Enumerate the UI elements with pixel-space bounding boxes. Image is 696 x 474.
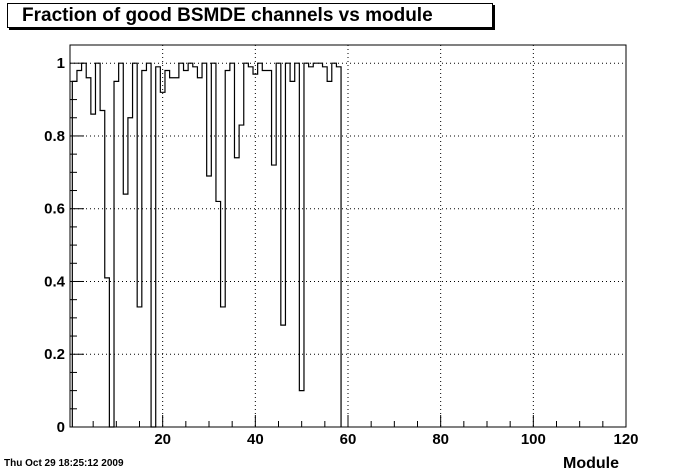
x-tick-label: 80	[432, 431, 449, 448]
histogram-bin	[332, 63, 337, 427]
histogram-bin	[86, 78, 91, 427]
x-tick-label: 100	[521, 431, 546, 448]
histogram-bin	[253, 74, 258, 427]
histogram-bin	[239, 125, 244, 427]
histogram-bin	[221, 307, 226, 427]
y-tick-label: 0.4	[44, 273, 66, 290]
histogram-bin	[160, 92, 165, 427]
histogram-bin	[267, 70, 272, 427]
histogram-bin	[285, 63, 290, 427]
tick-labels: 20 40 60 80 100 120 0 0.2 0.4 0.6 0.8 1	[44, 55, 638, 448]
histogram-bin	[290, 81, 295, 427]
x-tick-label: 40	[247, 431, 264, 448]
histogram-bin	[225, 70, 230, 427]
histogram-bin	[128, 118, 133, 427]
histogram-bin	[258, 63, 263, 427]
histogram-bin	[276, 63, 281, 427]
histogram-bin	[304, 63, 309, 427]
histogram-bin	[170, 78, 175, 427]
chart-title-box: Fraction of good BSMDE channels vs modul…	[7, 3, 493, 28]
histogram-bin	[313, 63, 318, 427]
series-line	[71, 62, 342, 428]
histogram-bin	[193, 67, 198, 427]
x-axis-label: Module	[563, 455, 619, 472]
y-tick-label: 0	[57, 419, 65, 436]
histogram-bin	[91, 114, 96, 427]
chart-title: Fraction of good BSMDE channels vs modul…	[22, 5, 433, 26]
histogram-bin	[318, 63, 323, 427]
histogram-bin	[146, 63, 151, 427]
histogram-bin	[262, 70, 267, 427]
histogram-bin	[100, 110, 105, 427]
histogram-bin	[230, 63, 235, 427]
y-tick-label: 0.8	[44, 128, 65, 145]
series-histogram	[71, 62, 342, 428]
x-tick-label: 120	[613, 431, 638, 448]
histogram-bin	[137, 307, 142, 427]
histogram-bin	[119, 63, 124, 427]
histogram-bin	[202, 63, 207, 427]
x-tick-label: 60	[340, 431, 357, 448]
histogram-bin	[272, 165, 277, 427]
histogram-bin	[184, 70, 189, 427]
y-tick-label: 0.6	[44, 201, 65, 218]
histogram-bin	[197, 78, 202, 427]
histogram-bin	[165, 70, 170, 427]
histogram-bin	[133, 63, 138, 427]
histogram-bin	[188, 63, 193, 427]
histogram-bin	[281, 325, 286, 427]
histogram-bin	[211, 63, 216, 427]
histogram-bin	[142, 70, 147, 427]
histogram-bin	[72, 81, 77, 427]
x-tick-label: 20	[154, 431, 171, 448]
histogram-bin	[95, 63, 100, 427]
grid-lines	[70, 45, 626, 427]
histogram-bin	[336, 67, 341, 427]
histogram-bin	[114, 81, 119, 427]
histogram-bin	[309, 67, 314, 427]
histogram-bin	[295, 63, 300, 427]
histogram-bin	[174, 78, 179, 427]
axis-ticks	[69, 44, 627, 428]
y-tick-label: 0.2	[44, 346, 65, 363]
histogram-bin	[327, 81, 332, 427]
histogram-bin	[105, 278, 110, 427]
timestamp-label: Thu Oct 29 18:25:12 2009	[4, 458, 124, 469]
histogram-bin	[216, 201, 221, 427]
histogram-bin	[234, 158, 239, 427]
histogram-bin	[323, 67, 328, 427]
histogram-bin	[244, 63, 249, 427]
histogram-bin	[248, 67, 253, 427]
histogram-bin	[299, 391, 304, 427]
y-tick-label: 1	[57, 55, 65, 72]
histogram-bin	[77, 70, 82, 427]
histogram-bin	[82, 63, 87, 427]
histogram-bin	[123, 194, 128, 427]
histogram-bin	[179, 63, 184, 427]
histogram-bin	[156, 67, 161, 427]
histogram-bin	[207, 176, 212, 427]
